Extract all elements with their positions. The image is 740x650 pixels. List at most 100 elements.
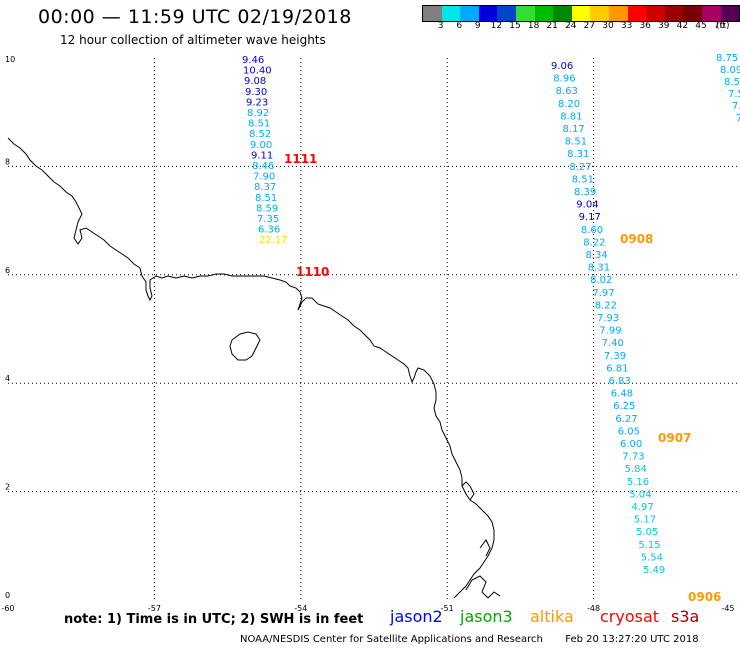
legend-label: 21 (546, 21, 558, 31)
swh-value: 9.04 (576, 200, 598, 211)
swh-value: 8.31 (567, 149, 589, 160)
swh-value: 7.99 (599, 326, 621, 337)
legend-label: 39 (658, 21, 670, 31)
satellite-label-cryosat: cryosat (600, 607, 660, 626)
coastline-path (7, 137, 495, 599)
swh-value: 5.16 (627, 477, 649, 488)
swh-value: 8.60 (581, 225, 603, 236)
legend-label: 12 (490, 21, 503, 31)
swh-value: 8.34 (586, 250, 608, 261)
island-path (229, 331, 261, 361)
swh-value: 8.92 (247, 108, 269, 119)
swh-value: 9.46 (242, 55, 264, 66)
legend-swatch (720, 6, 740, 21)
swh-value: 6.83 (609, 376, 631, 387)
satellite-label-jason3: jason3 (460, 607, 513, 626)
lon-tick-label: -57 (148, 604, 161, 613)
color-legend (422, 5, 740, 22)
legend-swatch (534, 6, 554, 21)
legend-label: 15 (509, 21, 521, 31)
legend-label: 3 (437, 21, 444, 31)
pass-time-label: 1110 (296, 265, 329, 279)
altimeter-tracks: 9.4610.409.089.309.238.928.518.529.009.1… (242, 53, 740, 604)
swh-value: 7.97 (592, 288, 614, 299)
swh-value: 8.63 (556, 86, 578, 97)
swh-value: 8.46 (252, 161, 274, 172)
swh-value: 8.51 (565, 137, 587, 148)
swh-value: 5.17 (634, 515, 656, 526)
swh-value: 7 (736, 113, 740, 124)
timestamp: Feb 20 13:27:20 UTC 2018 (565, 634, 699, 645)
swh-value: 8.52 (249, 129, 271, 140)
pass-time-label: 0906 (688, 590, 721, 604)
lon-tick-label: -60 (1, 604, 14, 613)
credit-text: NOAA/NESDIS Center for Satellite Applica… (240, 634, 543, 645)
swh-value: 8.22 (583, 237, 605, 248)
lat-tick-label: 0 (5, 591, 10, 600)
legend-swatch (627, 6, 647, 21)
legend-label: 24 (565, 21, 577, 31)
coastline (7, 137, 501, 599)
pass-time-label: 0908 (620, 232, 653, 246)
swh-value: 10.40 (243, 66, 272, 77)
swh-value: 6.36 (258, 225, 280, 236)
swh-value: 4.97 (632, 502, 654, 513)
legend-swatch (646, 6, 665, 21)
legend-swatch (478, 6, 498, 21)
legend-label: 45 (695, 21, 707, 31)
swh-value: 9.17 (579, 212, 601, 223)
swh-value: 7.93 (597, 313, 619, 324)
swh-value: 7. (732, 101, 740, 112)
legend-label: 30 (602, 21, 614, 31)
legend-swatch (497, 6, 516, 21)
legend-swatch (571, 6, 591, 21)
lat-tick-label: 6 (5, 266, 10, 275)
legend-swatch (515, 6, 535, 21)
swh-value: 7.90 (253, 172, 275, 183)
legend-label: 18 (527, 21, 540, 31)
swh-value: 5.05 (636, 527, 658, 538)
swh-value: 7.39 (604, 351, 626, 362)
legend-swatch (683, 6, 702, 21)
swh-value: 7.5 (728, 89, 740, 100)
credit-line: NOAA/NESDIS Center for Satellite Applica… (240, 634, 699, 645)
legend-swatch (701, 6, 721, 21)
lat-tick-label: 8 (5, 157, 10, 166)
lon-tick-label: -54 (294, 604, 307, 613)
swh-value: 5.54 (641, 552, 663, 563)
lon-tick-label: -51 (441, 604, 454, 613)
legend-label: 42 (676, 21, 689, 31)
swh-value: 8.37 (254, 182, 276, 193)
footnote: note: 1) Time is in UTC; 2) SWH is in fe… (64, 612, 364, 627)
swh-value: 7.73 (622, 452, 644, 463)
swh-value: 5.84 (625, 464, 647, 475)
swh-value: 8.96 (553, 74, 575, 85)
legend-unit: (ft) (716, 21, 730, 31)
legend-label: 36 (639, 21, 651, 31)
lat-tick-label: 2 (5, 483, 10, 492)
swh-value: 8.20 (558, 99, 580, 110)
map-grid (8, 58, 740, 600)
legend-label: 70 (713, 21, 726, 31)
lat-tick-label: 4 (5, 374, 10, 383)
swh-value: 5.04 (629, 489, 651, 500)
legend-label: 27 (583, 21, 596, 31)
swh-value: 5.49 (643, 565, 665, 576)
legend-swatch (553, 6, 572, 21)
legend-swatch (664, 6, 684, 21)
pass-time-label: 0907 (658, 431, 691, 445)
swh-value: 6.27 (615, 414, 637, 425)
swh-value: 8.27 (569, 162, 591, 173)
swh-value: 8.22 (595, 300, 617, 311)
legend-swatch (441, 6, 461, 21)
satellite-label-jason2: jason2 (390, 607, 443, 626)
legend-swatch (590, 6, 609, 21)
swh-value: 8.17 (563, 124, 585, 135)
page-subtitle: 12 hour collection of altimeter wave hei… (60, 33, 326, 47)
swh-value: 7.35 (257, 214, 279, 225)
swh-value: 8.75 (716, 53, 738, 64)
swh-value: 5.15 (638, 540, 660, 551)
legend-label: 9 (474, 21, 481, 31)
swh-value: 6.48 (611, 389, 633, 400)
